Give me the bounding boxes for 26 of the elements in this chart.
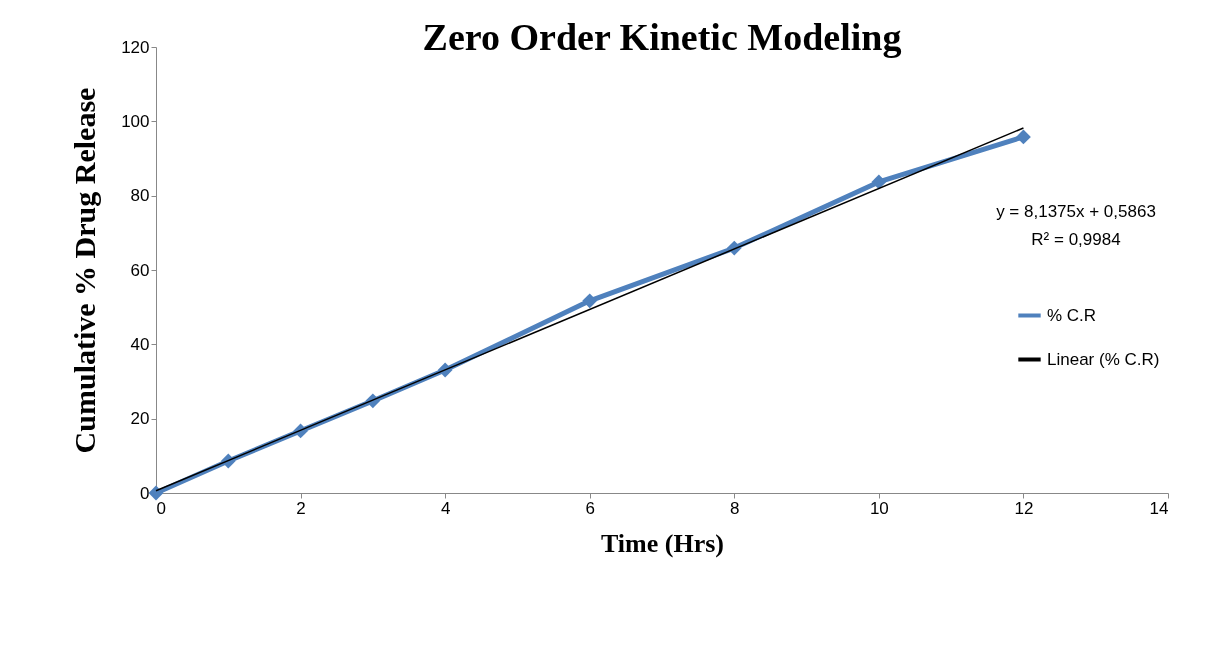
x-tick-label: 4 <box>440 498 451 518</box>
x-axis-title: Time (Hrs) <box>601 528 724 558</box>
x-tick-label: 14 <box>1149 498 1169 518</box>
legend-label: Linear (% C.R) <box>1047 349 1160 369</box>
x-tick-label: 2 <box>296 498 306 518</box>
y-tick-label: 100 <box>121 111 150 131</box>
y-tick-label: 40 <box>130 334 150 354</box>
y-tick-label: 20 <box>130 409 150 429</box>
point <box>871 174 887 190</box>
point <box>148 485 164 501</box>
x-tick-label: 0 <box>156 498 166 518</box>
legend-label: % C.R <box>1047 305 1097 325</box>
y-tick-label: 0 <box>140 483 150 503</box>
point <box>1016 129 1031 145</box>
annotation: R² = 0,9984 <box>1031 230 1121 249</box>
x-tick-label: 6 <box>585 498 595 518</box>
x-tick-label: 10 <box>869 498 889 518</box>
y-tick-label: 120 <box>121 37 150 57</box>
y-axis-title: Cumulative % Drug Release <box>68 87 102 454</box>
y-tick-label: 80 <box>130 186 150 206</box>
point <box>582 293 598 309</box>
y-tick-label: 60 <box>130 260 150 280</box>
chart-title: Zero Order Kinetic Modeling <box>422 16 902 58</box>
x-tick-label: 12 <box>1014 498 1034 518</box>
annotation: y = 8,1375x + 0,5863 <box>996 202 1156 221</box>
x-tick-label: 8 <box>730 498 740 518</box>
